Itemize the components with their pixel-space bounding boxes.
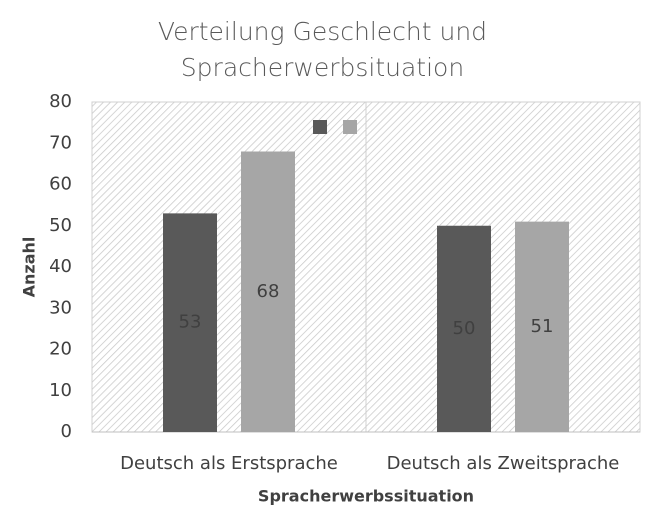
data-label: 50 (453, 318, 476, 339)
y-tick-label: 70 (49, 132, 72, 153)
bar (241, 151, 295, 432)
y-tick-label: 0 (61, 421, 72, 442)
legend-swatch (343, 120, 357, 134)
title-box: Verteilung Geschlecht und Spracherwerbsi… (0, 14, 645, 86)
x-tick-label: Deutsch als Erstsprache (120, 453, 338, 474)
y-axis-label: Anzahl (20, 237, 39, 298)
chart-title: Verteilung Geschlecht und Spracherwerbsi… (157, 17, 488, 82)
data-label: 51 (531, 316, 554, 337)
y-tick-label: 30 (49, 297, 72, 318)
y-tick-label: 60 (49, 174, 72, 195)
x-tick-label: Deutsch als Zweitsprache (387, 453, 620, 474)
y-tick-label: 10 (49, 380, 72, 401)
data-label: 68 (257, 281, 280, 302)
data-label: 53 (179, 312, 202, 333)
x-axis-label: Spracherwerbssituation (258, 487, 474, 506)
y-tick-label: 80 (49, 91, 72, 112)
bar (515, 221, 569, 432)
y-tick-label: 50 (49, 215, 72, 236)
bar (437, 225, 491, 432)
y-tick-label: 40 (49, 256, 72, 277)
bar (163, 213, 217, 432)
y-tick-label: 20 (49, 339, 72, 360)
legend-swatch (313, 120, 327, 134)
